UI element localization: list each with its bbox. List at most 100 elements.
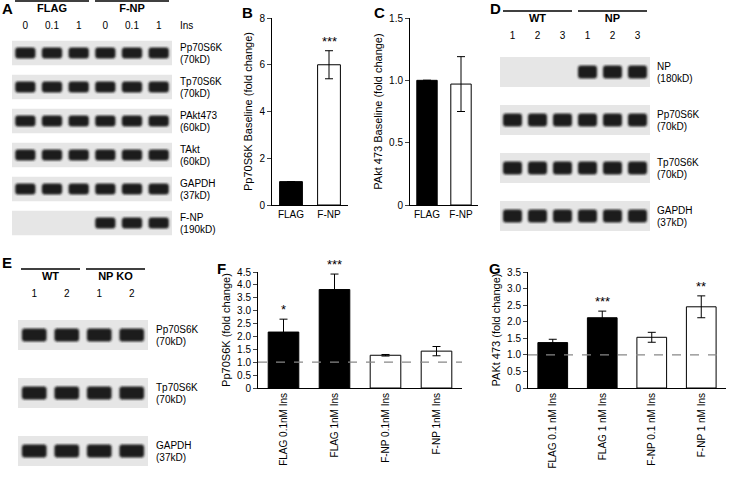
- svg-text:(70kD): (70kD): [156, 336, 186, 347]
- svg-text:Pp70S6K (fold change): Pp70S6K (fold change): [220, 273, 232, 387]
- svg-text:1.0: 1.0: [507, 349, 521, 360]
- svg-text:2: 2: [610, 30, 616, 41]
- svg-text:(70kD): (70kD): [180, 54, 210, 65]
- svg-text:E: E: [2, 254, 12, 271]
- svg-text:0.1: 0.1: [125, 20, 139, 31]
- svg-text:(190kD): (190kD): [180, 224, 216, 235]
- svg-text:GAPDH: GAPDH: [156, 440, 192, 451]
- svg-text:1.5: 1.5: [237, 344, 251, 355]
- svg-text:1: 1: [510, 30, 516, 41]
- svg-text:1.0: 1.0: [237, 357, 251, 368]
- svg-text:2.5: 2.5: [237, 318, 251, 329]
- svg-text:Tp70S6K: Tp70S6K: [156, 382, 198, 393]
- svg-text:NP: NP: [657, 61, 671, 72]
- svg-text:1: 1: [31, 288, 37, 299]
- svg-text:4: 4: [259, 106, 265, 117]
- svg-text:1.5: 1.5: [507, 333, 521, 344]
- svg-text:Ins: Ins: [180, 20, 193, 31]
- svg-text:0: 0: [515, 383, 521, 394]
- svg-text:0: 0: [23, 20, 29, 31]
- svg-text:0.1: 0.1: [45, 20, 59, 31]
- svg-text:(37kD): (37kD): [657, 217, 687, 228]
- svg-text:Pp70S6K: Pp70S6K: [180, 42, 223, 53]
- svg-text:2: 2: [64, 288, 70, 299]
- svg-text:3.5: 3.5: [237, 292, 251, 303]
- svg-text:F-NP: F-NP: [317, 209, 341, 220]
- svg-text:1: 1: [76, 20, 82, 31]
- svg-text:2: 2: [129, 288, 135, 299]
- svg-text:B: B: [242, 4, 253, 21]
- svg-text:WT: WT: [42, 270, 59, 282]
- svg-text:2: 2: [535, 30, 541, 41]
- svg-text:1.0: 1.0: [389, 75, 403, 86]
- svg-text:F-NP 0.1nM Ins: F-NP 0.1nM Ins: [380, 393, 391, 463]
- svg-text:FLAG: FLAG: [278, 209, 304, 220]
- svg-text:(37kD): (37kD): [180, 190, 210, 201]
- svg-text:FLAG: FLAG: [414, 209, 440, 220]
- svg-text:1: 1: [585, 30, 591, 41]
- svg-text:4.5: 4.5: [237, 267, 251, 278]
- svg-text:1: 1: [156, 20, 162, 31]
- svg-text:D: D: [490, 0, 501, 17]
- svg-text:0.5: 0.5: [237, 370, 251, 381]
- svg-text:2.0: 2.0: [237, 331, 251, 342]
- svg-text:2: 2: [259, 153, 265, 164]
- svg-text:Pp70S6K: Pp70S6K: [156, 324, 199, 335]
- svg-text:0.5: 0.5: [507, 366, 521, 377]
- svg-text:8: 8: [259, 13, 265, 24]
- svg-text:FLAG 1 nM Ins: FLAG 1 nM Ins: [597, 393, 608, 460]
- svg-text:GAPDH: GAPDH: [180, 178, 216, 189]
- svg-text:6: 6: [259, 59, 265, 70]
- svg-text:4.0: 4.0: [237, 279, 251, 290]
- svg-text:(70kD): (70kD): [180, 88, 210, 99]
- svg-text:(37kD): (37kD): [156, 452, 186, 463]
- svg-text:A: A: [2, 0, 13, 17]
- svg-text:**: **: [696, 279, 706, 294]
- svg-text:Pp70S6K: Pp70S6K: [657, 109, 700, 120]
- svg-text:PAKt 473 (fold change): PAKt 473 (fold change): [490, 274, 502, 387]
- svg-text:NP: NP: [605, 12, 620, 24]
- svg-text:1.5: 1.5: [389, 13, 403, 24]
- svg-text:GAPDH: GAPDH: [657, 205, 693, 216]
- svg-text:Pp70S6K Baseline (fold change): Pp70S6K Baseline (fold change): [242, 32, 254, 191]
- svg-text:G: G: [489, 260, 501, 277]
- svg-text:FLAG 0.1 nM Ins: FLAG 0.1 nM Ins: [547, 393, 558, 469]
- svg-text:3.0: 3.0: [507, 283, 521, 294]
- svg-text:(60kD): (60kD): [180, 122, 210, 133]
- svg-text:PAkt473: PAkt473: [180, 110, 217, 121]
- svg-text:2.5: 2.5: [507, 300, 521, 311]
- svg-text:PAkt 473 Baseline (fold change: PAkt 473 Baseline (fold change): [372, 33, 384, 189]
- svg-text:0: 0: [245, 383, 251, 394]
- svg-text:(60kD): (60kD): [180, 156, 210, 167]
- svg-text:0.5: 0.5: [389, 137, 403, 148]
- svg-text:*: *: [281, 302, 286, 317]
- svg-text:***: ***: [595, 294, 610, 309]
- svg-text:***: ***: [327, 257, 342, 272]
- svg-text:1: 1: [96, 288, 102, 299]
- svg-text:F-NP 0.1 nM Ins: F-NP 0.1 nM Ins: [646, 393, 657, 466]
- svg-text:0: 0: [103, 20, 109, 31]
- svg-text:2.0: 2.0: [507, 316, 521, 327]
- svg-text:TAkt: TAkt: [180, 144, 200, 155]
- svg-text:FLAG: FLAG: [37, 2, 67, 14]
- svg-text:3.0: 3.0: [237, 305, 251, 316]
- svg-text:F-NP: F-NP: [180, 212, 204, 223]
- svg-text:C: C: [374, 4, 385, 21]
- svg-text:F: F: [217, 260, 226, 277]
- svg-text:(180kD): (180kD): [657, 73, 693, 84]
- svg-text:NP KO: NP KO: [98, 270, 133, 282]
- svg-text:(70kD): (70kD): [156, 394, 186, 405]
- svg-text:0: 0: [397, 200, 403, 211]
- svg-text:***: ***: [322, 34, 337, 49]
- svg-text:3.5: 3.5: [507, 267, 521, 278]
- svg-text:(70kD): (70kD): [657, 169, 687, 180]
- svg-text:F-NP 1 nM Ins: F-NP 1 nM Ins: [696, 393, 707, 457]
- svg-text:(70kD): (70kD): [657, 121, 687, 132]
- svg-text:Tp70S6K: Tp70S6K: [657, 157, 699, 168]
- svg-text:F-NP 1nM Ins: F-NP 1nM Ins: [431, 393, 442, 455]
- svg-text:FLAG 0.1nM Ins: FLAG 0.1nM Ins: [278, 393, 289, 466]
- svg-text:3: 3: [635, 30, 641, 41]
- svg-text:0: 0: [259, 200, 265, 211]
- svg-text:WT: WT: [529, 12, 546, 24]
- svg-text:3: 3: [560, 30, 566, 41]
